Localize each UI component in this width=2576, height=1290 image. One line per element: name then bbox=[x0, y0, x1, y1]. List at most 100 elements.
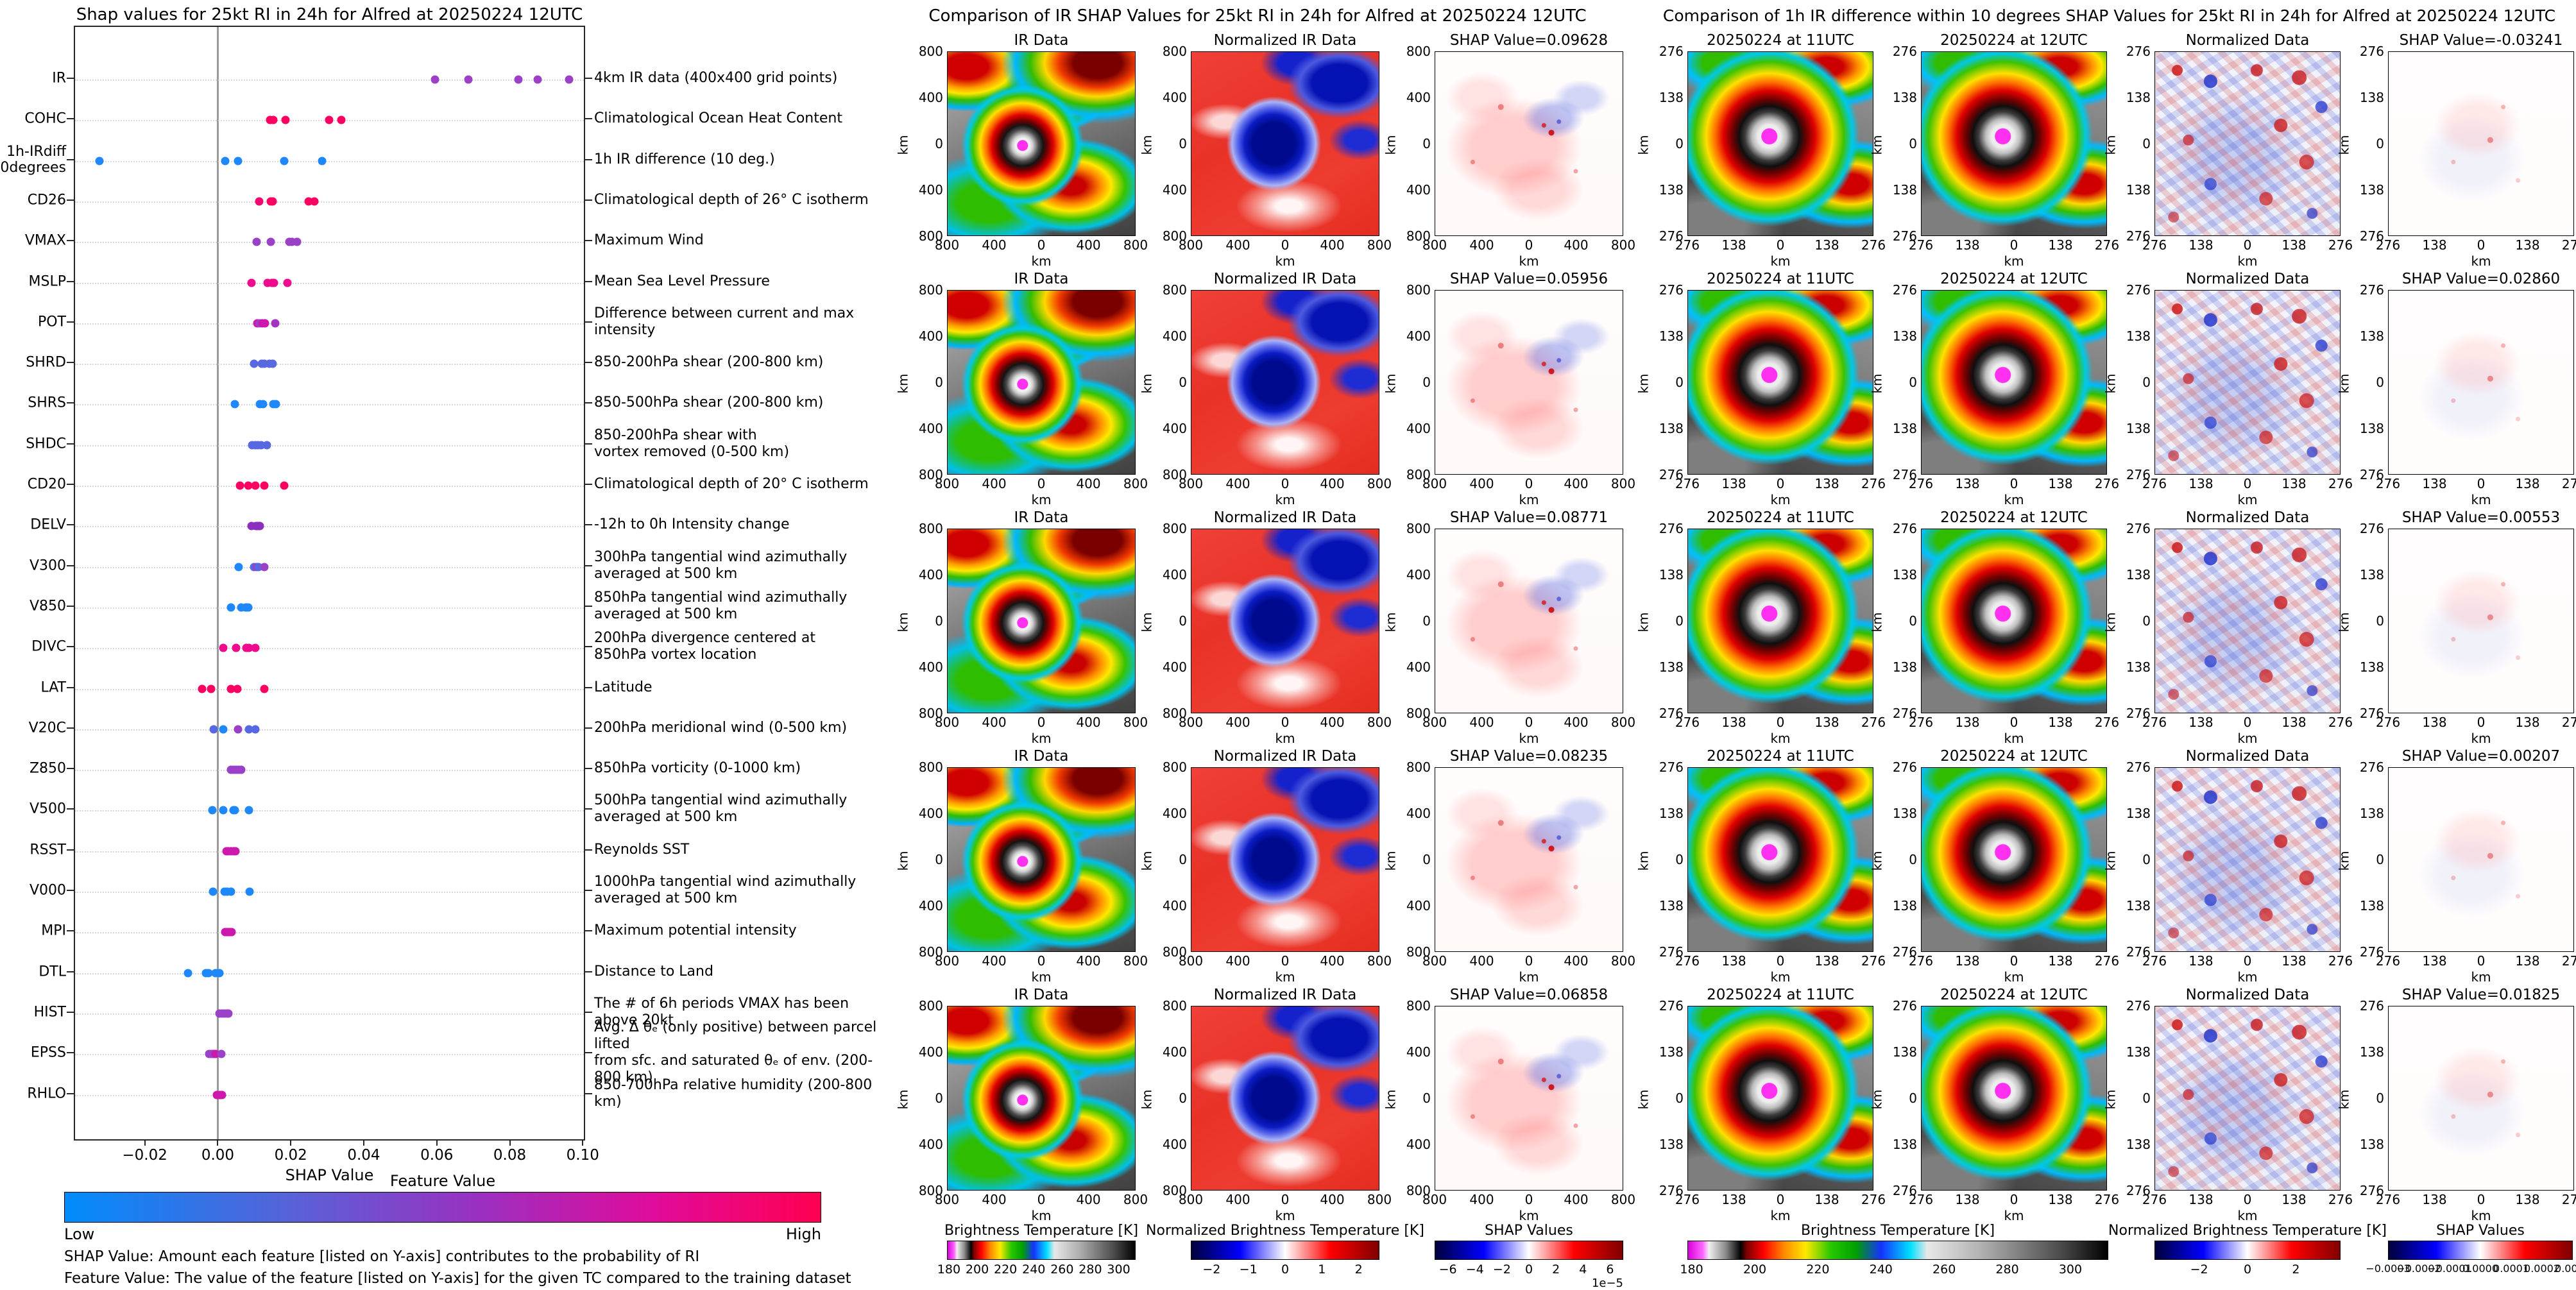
map-tile-diffnorm bbox=[2154, 290, 2341, 475]
map-column-title: IR Data bbox=[1014, 509, 1069, 526]
shap-value-title: SHAP Value=-0.03241 bbox=[2399, 32, 2563, 49]
x-axis-unit-label: km bbox=[2004, 969, 2024, 985]
feature-label: IR bbox=[52, 70, 66, 87]
map-x-ticks: 800 400 0 400 800 bbox=[1179, 237, 1392, 253]
map-column-title: Normalized IR Data bbox=[1213, 987, 1357, 1003]
shap-dot bbox=[208, 806, 217, 815]
map-cell: IR Data 800 400 0 400 800 km 800 400 0 400 800 km bbox=[892, 508, 1148, 747]
y-tick-label: 400 bbox=[1162, 421, 1187, 436]
map-cell: 20250224 at 11UTC 276 138 0 138 276 km 276 138 0 1… bbox=[1636, 508, 1886, 747]
axis-tick-mark bbox=[67, 1011, 74, 1013]
map-x-ticks: 276 138 0 138 276 bbox=[1909, 476, 2119, 491]
colorbar-tick-label: 1 bbox=[1318, 1262, 1326, 1277]
x-tick-label: 138 bbox=[1955, 1192, 1980, 1207]
y-tick-label: 138 bbox=[2126, 1044, 2151, 1060]
feature-desc: Avg. Δ θₑ (only positive) between parcel… bbox=[594, 1019, 877, 1086]
map-cell: Normalized IR Data 800 400 0 400 800 km 800 400 0… bbox=[1136, 508, 1392, 747]
shap-dot bbox=[234, 563, 243, 572]
map-column-title: Normalized Data bbox=[2185, 271, 2310, 287]
map-y-ticks: 800 400 0 400 800 bbox=[1155, 998, 1187, 1198]
feature-label: COHC bbox=[24, 110, 66, 127]
x-tick-label: 276 bbox=[2094, 237, 2120, 253]
feature-desc: Climatological depth of 26° C isotherm bbox=[594, 191, 869, 208]
x-tick-label: 138 bbox=[1955, 237, 1980, 253]
x-tick-label: 138 bbox=[1721, 476, 1746, 491]
y-tick-label: 400 bbox=[1162, 659, 1187, 675]
y-tick-label: 0 bbox=[1675, 852, 1684, 867]
y-tick-label: 276 bbox=[1659, 467, 1684, 482]
x-tick-mark bbox=[144, 1139, 146, 1146]
x-tick-mark bbox=[290, 1139, 292, 1146]
colorbar-tick-label: −0.0001 bbox=[2427, 1262, 2472, 1275]
colorbar-tick-label: −2 bbox=[1202, 1262, 1221, 1277]
map-cell: Normalized IR Data 800 400 0 400 800 km 800 400 0… bbox=[1136, 747, 1392, 985]
y-axis-unit-label: km bbox=[1383, 373, 1399, 394]
shap-dot bbox=[219, 725, 228, 734]
colorbar-tick-label: 280 bbox=[1079, 1262, 1102, 1277]
x-tick-label: 138 bbox=[2422, 237, 2447, 253]
y-tick-label: 276 bbox=[2359, 228, 2384, 244]
x-axis-unit-label: km bbox=[1031, 253, 1052, 269]
y-tick-label: 800 bbox=[1162, 467, 1187, 482]
y-tick-label: 400 bbox=[1406, 806, 1431, 821]
y-tick-label: 138 bbox=[1659, 328, 1684, 344]
x-tick-label: 400 bbox=[1320, 476, 1345, 491]
y-axis-unit-label: km bbox=[1139, 612, 1155, 632]
y-tick-label: 276 bbox=[2126, 467, 2151, 482]
x-tick-label: 0 bbox=[1524, 237, 1533, 253]
shap-value-title: SHAP Value=0.08771 bbox=[1449, 509, 1608, 526]
map-cell: Normalized IR Data 800 400 0 400 800 km 800 400 0… bbox=[1136, 31, 1392, 269]
gridline bbox=[75, 80, 584, 81]
axis-tick-mark bbox=[585, 484, 592, 485]
map-x-ticks: 276 138 0 138 276 bbox=[2142, 237, 2353, 253]
x-axis-unit-label: km bbox=[2004, 1208, 2024, 1223]
map-y-ticks: 800 400 0 400 800 bbox=[1155, 760, 1187, 960]
shap-value-title: SHAP Value=0.06858 bbox=[1449, 987, 1608, 1003]
y-tick-label: 800 bbox=[918, 998, 943, 1014]
map-column-title: 20250224 at 11UTC bbox=[1707, 987, 1854, 1003]
map-tile-diffnorm bbox=[2154, 51, 2341, 236]
x-tick-label: 800 bbox=[1422, 953, 1447, 969]
x-tick-label: 0 bbox=[2009, 953, 2018, 969]
shap-dot bbox=[231, 847, 240, 856]
shap-dot bbox=[233, 684, 242, 693]
x-tick-label: 800 bbox=[1178, 715, 1204, 730]
shap-dot bbox=[95, 157, 104, 165]
x-tick-label: 400 bbox=[1076, 715, 1101, 730]
y-tick-label: 138 bbox=[2126, 421, 2151, 436]
ir-comparison-title: Comparison of IR SHAP Values for 25kt RI… bbox=[928, 6, 1587, 26]
map-tile-diffnorm bbox=[2154, 529, 2341, 713]
feature-label: V300 bbox=[29, 557, 66, 574]
y-tick-label: 0 bbox=[1909, 613, 1917, 629]
map-x-ticks: 276 138 0 138 276 bbox=[2142, 476, 2353, 491]
x-tick-label: 800 bbox=[1610, 953, 1636, 969]
y-axis-unit-label: km bbox=[895, 851, 911, 871]
x-axis-unit-label: km bbox=[1031, 1208, 1052, 1223]
x-tick-label: 400 bbox=[1469, 953, 1494, 969]
x-tick-label: 400 bbox=[1320, 1192, 1345, 1207]
x-tick-label: 800 bbox=[1178, 1192, 1204, 1207]
shap-dot bbox=[244, 806, 253, 815]
x-tick-label: 0 bbox=[2477, 237, 2486, 253]
y-tick-label: 800 bbox=[1162, 760, 1187, 775]
colorbar-tick-label: 0.0002 bbox=[2524, 1262, 2560, 1275]
map-x-ticks: 800 400 0 400 800 bbox=[1179, 476, 1392, 491]
map-tile-shapvfaint bbox=[2388, 1006, 2574, 1191]
x-tick-label: 276 bbox=[1908, 953, 1934, 969]
map-x-ticks: 276 138 0 138 276 bbox=[2376, 953, 2576, 969]
y-tick-label: 276 bbox=[1892, 44, 1917, 59]
x-tick-label: 276 bbox=[2561, 953, 2576, 969]
panel-row: IR Data 800 400 0 400 800 km 800 400 0 400 800 km Nor… bbox=[892, 985, 1636, 1224]
map-column-title: 20250224 at 11UTC bbox=[1707, 509, 1854, 526]
y-tick-label: 0 bbox=[2376, 1091, 2384, 1106]
x-tick-label: 276 bbox=[2561, 237, 2576, 253]
colorbar-tick-label: 260 bbox=[1050, 1262, 1074, 1277]
shap-beeswarm-panel: Shap values for 25kt RI in 24h for Alfre… bbox=[0, 0, 892, 1289]
x-tick-label: 0 bbox=[2009, 476, 2018, 491]
x-axis-unit-label: km bbox=[2237, 492, 2258, 507]
x-tick-label: 276 bbox=[2375, 715, 2401, 730]
map-y-ticks: 276 138 0 138 276 bbox=[2119, 521, 2151, 721]
axis-tick-mark bbox=[67, 727, 74, 729]
x-tick-label: 0 bbox=[2477, 476, 2486, 491]
y-tick-label: 138 bbox=[2359, 328, 2384, 344]
